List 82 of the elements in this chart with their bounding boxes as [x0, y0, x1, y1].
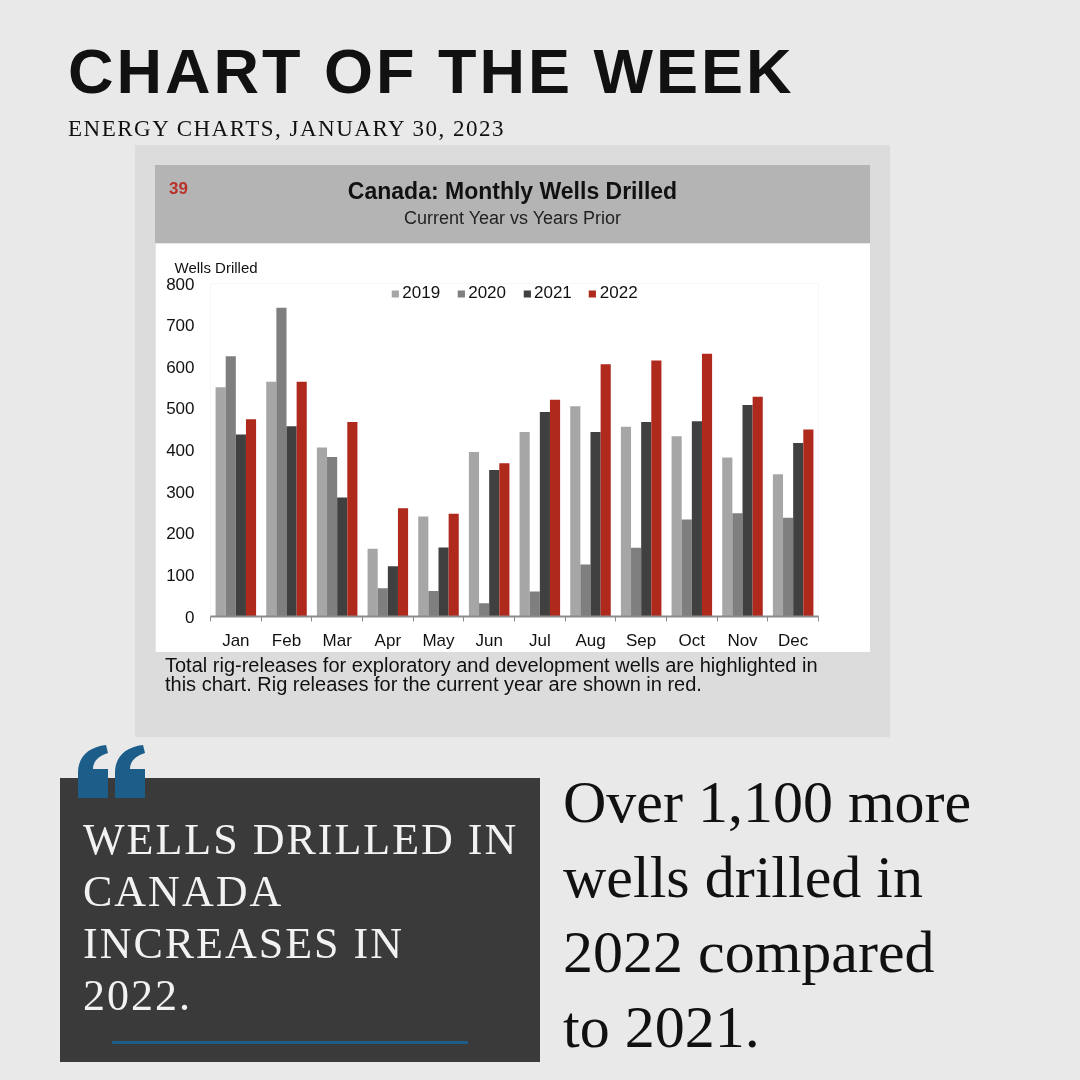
bar [499, 463, 510, 617]
y-axis-title: Wells Drilled [174, 258, 258, 276]
y-tick-label: 300 [166, 482, 195, 502]
y-tick-label: 500 [166, 399, 195, 419]
legend-label: 2021 [534, 283, 572, 303]
text: 39 [169, 178, 188, 200]
bar [327, 457, 338, 617]
bar [691, 421, 702, 617]
bar [347, 422, 358, 617]
bar [479, 603, 490, 617]
x-tick-label: Feb [271, 630, 302, 650]
x-tick-label: Dec [778, 630, 809, 650]
bar [519, 432, 530, 617]
bar [570, 406, 581, 617]
legend-label: 2020 [468, 283, 506, 303]
bar [529, 591, 540, 617]
bar [418, 516, 429, 617]
bar [631, 547, 642, 617]
chart-subtitle: Current Year vs Years Prior [402, 207, 623, 230]
bar [468, 452, 480, 617]
bar [377, 588, 388, 617]
legend-label: 2019 [402, 283, 441, 303]
bar [620, 426, 632, 617]
bar [651, 360, 662, 617]
bar [448, 513, 459, 617]
bar [337, 497, 348, 617]
x-tick-label: Apr [374, 630, 402, 650]
x-tick-label: Nov [727, 630, 759, 650]
bar [752, 396, 763, 617]
chart-title: Canada: Monthly Wells Drilled [347, 178, 678, 204]
x-tick-label: Aug [575, 630, 606, 650]
bar [701, 353, 713, 617]
x-tick-label: Mar [322, 630, 353, 650]
y-tick-label: 100 [166, 565, 195, 585]
y-tick-label: 0 [185, 607, 195, 627]
x-tick-label: Oct [678, 630, 706, 650]
bar [367, 548, 378, 617]
legend-label: 2022 [599, 283, 638, 303]
y-tick-label: 200 [166, 524, 195, 544]
bar [428, 591, 439, 617]
x-tick-label: May [422, 630, 456, 650]
bar [296, 381, 307, 617]
y-tick-label: 700 [166, 316, 195, 336]
text: ENERGY CHARTS, JANUARY 30, 2023 [68, 115, 505, 143]
x-tick-label: Jul [528, 630, 551, 650]
bar [742, 405, 753, 617]
bar [245, 419, 257, 617]
bar [783, 517, 794, 617]
bar [387, 566, 398, 617]
bar [772, 474, 784, 617]
bar [549, 399, 561, 617]
bar [286, 426, 297, 617]
text: Over 1,100 more wells drilled in 2022 compared to 2021. [563, 768, 973, 1062]
bar [803, 429, 814, 617]
bar [266, 381, 277, 617]
bar [539, 412, 550, 617]
text: Total rig-releases for exploratory and development wells are highlighted in this chart. Rig releases for the current year are shown in red. [164, 653, 819, 695]
bar [722, 457, 733, 617]
bar [681, 519, 692, 617]
bar [316, 447, 328, 617]
bar [580, 564, 591, 617]
bar [732, 513, 743, 617]
bar [793, 442, 804, 617]
bar [600, 364, 611, 617]
x-tick-label: Jun [475, 630, 503, 650]
bar [641, 422, 652, 617]
bar [215, 387, 226, 617]
text: CHART OF THE WEEK [68, 35, 795, 108]
bar [276, 307, 287, 617]
bar [489, 469, 500, 617]
bar [397, 508, 409, 617]
text: WELLS DRILLED IN CANADA INCREASES IN 2022. [83, 814, 519, 1022]
x-tick-label: Sep [626, 630, 657, 650]
bar [590, 432, 601, 617]
bar [235, 434, 246, 617]
bar [225, 356, 236, 617]
y-tick-label: 400 [166, 441, 195, 460]
bar [671, 436, 682, 617]
bar [438, 547, 449, 617]
x-tick-label: Jan [222, 630, 250, 650]
y-tick-label: 800 [166, 274, 195, 294]
y-tick-label: 600 [166, 357, 195, 377]
